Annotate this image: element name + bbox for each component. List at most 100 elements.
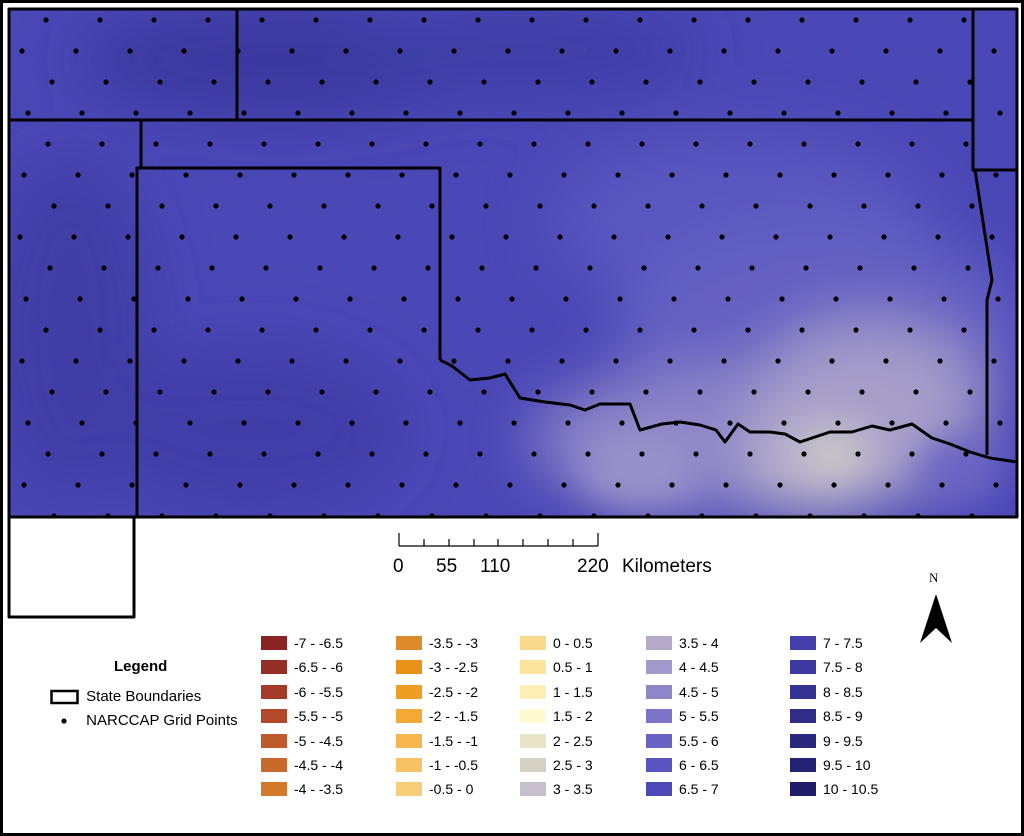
state-boundaries	[7, 7, 1019, 619]
grid-point	[129, 482, 135, 488]
grid-point	[503, 234, 509, 240]
grid-point	[641, 265, 647, 271]
color-swatch	[646, 758, 672, 772]
grid-point	[967, 389, 973, 395]
color-class-label: -1.5 - -1	[429, 732, 479, 749]
grid-point	[961, 17, 967, 23]
grid-point	[887, 296, 893, 302]
grid-point	[349, 420, 355, 426]
grid-point	[803, 265, 809, 271]
grid-point	[667, 358, 673, 364]
legend-item-label: NARCCAP Grid Points	[86, 712, 238, 729]
grid-point	[613, 358, 619, 364]
grid-point	[205, 17, 211, 23]
grid-point	[403, 110, 409, 116]
legend-item-grid-points: NARCCAP Grid Points	[50, 712, 238, 729]
grid-point	[585, 141, 591, 147]
grid-point	[265, 389, 271, 395]
grid-point	[777, 482, 783, 488]
grid-point	[993, 482, 999, 488]
grid-point	[317, 265, 323, 271]
grid-point	[991, 48, 997, 54]
grid-point	[857, 265, 863, 271]
grid-point	[51, 203, 57, 209]
grid-point	[583, 17, 589, 23]
grid-point	[589, 79, 595, 85]
color-swatch	[790, 636, 816, 650]
grid-point	[235, 48, 241, 54]
color-swatch	[261, 758, 287, 772]
grid-point	[727, 110, 733, 116]
color-class-label: 9.5 - 10	[823, 757, 871, 773]
color-swatch	[396, 660, 422, 675]
grid-point	[751, 389, 757, 395]
color-swatch	[520, 758, 546, 772]
grid-point	[133, 110, 139, 116]
scale-tick-55: 55	[436, 556, 458, 577]
grid-point	[943, 110, 949, 116]
grid-point	[507, 172, 513, 178]
grid-point	[643, 79, 649, 85]
grid-point	[643, 389, 649, 395]
grid-point	[241, 110, 247, 116]
grid-point	[831, 172, 837, 178]
grid-point	[511, 420, 517, 426]
grid-point	[427, 389, 433, 395]
narccap-grid-points	[17, 17, 1003, 519]
grid-point	[185, 296, 191, 302]
grid-point	[673, 110, 679, 116]
grid-point-dot-icon	[61, 718, 67, 724]
scale-bar	[398, 533, 599, 547]
color-swatch	[396, 709, 422, 724]
grid-point	[373, 79, 379, 85]
color-swatch	[261, 660, 287, 675]
color-swatch	[396, 758, 422, 772]
grid-point	[425, 265, 431, 271]
color-class-label: -4 - -3.5	[294, 781, 344, 798]
grid-point	[239, 296, 245, 302]
grid-point	[233, 234, 239, 240]
grid-point	[585, 451, 591, 457]
grid-point	[721, 48, 727, 54]
grid-point	[19, 48, 25, 54]
color-class-label: -3 - -2.5	[429, 659, 479, 676]
grid-point	[371, 265, 377, 271]
grid-point	[267, 203, 273, 209]
grid-point	[99, 141, 105, 147]
grid-point	[21, 172, 27, 178]
grid-point	[103, 79, 109, 85]
grid-point	[781, 420, 787, 426]
grid-point	[477, 451, 483, 457]
grid-point	[561, 482, 567, 488]
color-class-label: 3 - 3.5	[553, 781, 593, 798]
grid-point	[881, 234, 887, 240]
grid-point	[725, 296, 731, 302]
grid-point	[481, 79, 487, 85]
grid-point	[475, 327, 481, 333]
color-class-label: 7 - 7.5	[823, 635, 863, 651]
grid-point	[941, 296, 947, 302]
grid-point	[159, 513, 165, 519]
grid-point	[151, 17, 157, 23]
grid-point	[423, 141, 429, 147]
grid-point	[883, 358, 889, 364]
grid-point	[131, 296, 137, 302]
grid-point	[835, 420, 841, 426]
color-class-label: 8.5 - 9	[823, 708, 863, 725]
color-class-label: 6.5 - 7	[679, 781, 719, 798]
grid-point	[807, 513, 813, 519]
grid-point	[265, 79, 271, 85]
color-class-label: -6.5 - -6	[294, 659, 344, 676]
color-class-label: 9 - 9.5	[823, 732, 863, 749]
grid-point	[943, 420, 949, 426]
grid-point	[529, 327, 535, 333]
grid-point	[421, 17, 427, 23]
grid-point	[457, 420, 463, 426]
grid-point	[157, 79, 163, 85]
grid-point	[907, 327, 913, 333]
grid-point	[99, 451, 105, 457]
grid-point	[801, 451, 807, 457]
color-class-label: 10 - 10.5	[823, 781, 879, 798]
grid-point	[691, 17, 697, 23]
grid-point	[615, 482, 621, 488]
